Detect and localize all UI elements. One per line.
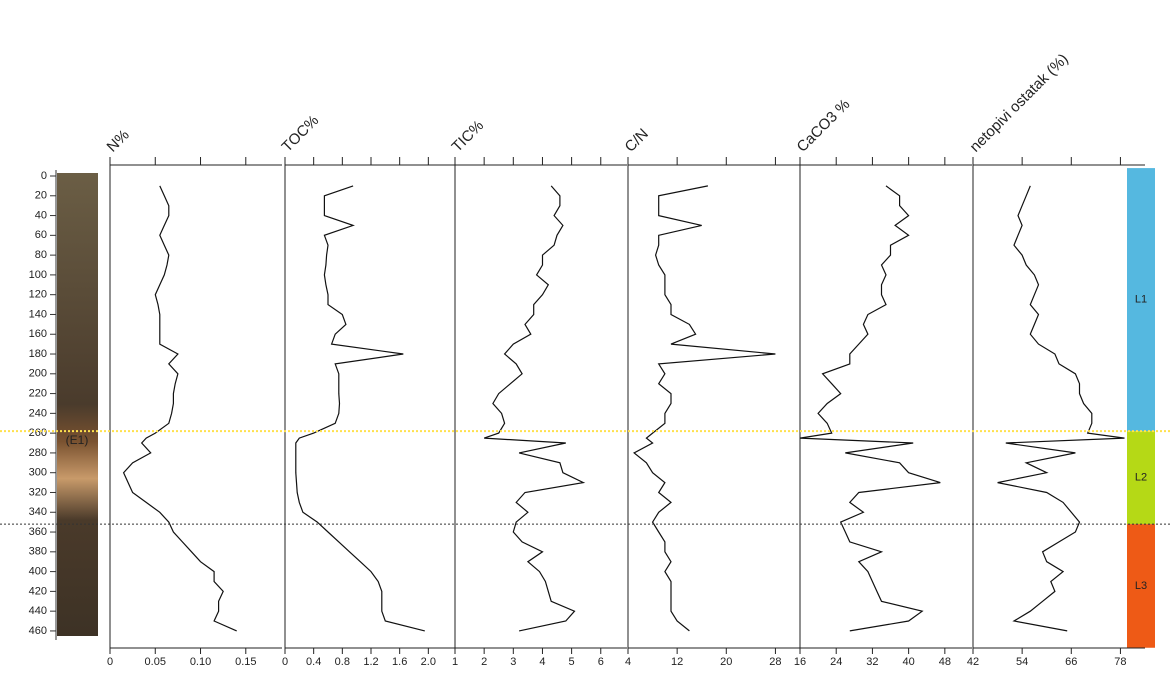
y-tick-label: 20 [35, 190, 47, 202]
y-tick-label: 140 [29, 308, 47, 320]
y-tick-label: 340 [29, 506, 47, 518]
x-tick-label: 2.0 [421, 656, 436, 668]
x-tick-label: 4 [625, 656, 631, 668]
y-tick-label: 40 [35, 209, 47, 221]
core-image [57, 173, 98, 636]
y-tick-label: 300 [29, 467, 47, 479]
x-tick-label: 1.2 [363, 656, 378, 668]
x-tick-label: 2 [481, 656, 487, 668]
y-tick-label: 80 [35, 249, 47, 261]
annotation: (E1) [66, 433, 89, 447]
zone [1127, 431, 1155, 525]
x-tick-label: 0 [107, 656, 113, 668]
x-tick-label: 0.05 [145, 656, 166, 668]
x-tick-label: 32 [866, 656, 878, 668]
y-tick-label: 360 [29, 526, 47, 538]
x-tick-label: 42 [967, 656, 979, 668]
y-tick-label: 380 [29, 546, 47, 558]
y-tick-label: 120 [29, 289, 47, 301]
x-tick-label: 28 [769, 656, 781, 668]
x-tick-label: 20 [720, 656, 732, 668]
x-tick-label: 5 [569, 656, 575, 668]
x-tick-label: 40 [903, 656, 915, 668]
y-tick-label: 200 [29, 368, 47, 380]
x-tick-label: 0 [282, 656, 288, 668]
y-tick-label: 240 [29, 407, 47, 419]
y-tick-label: 220 [29, 387, 47, 399]
x-tick-label: 16 [794, 656, 806, 668]
x-tick-label: 24 [830, 656, 842, 668]
y-tick-label: 0 [41, 170, 47, 182]
x-tick-label: 0.10 [190, 656, 211, 668]
y-tick-label: 60 [35, 229, 47, 241]
panel-title: N% [104, 127, 133, 156]
zone-label: L2 [1135, 472, 1147, 484]
x-tick-label: 0.15 [235, 656, 256, 668]
profile-line [295, 185, 425, 632]
x-tick-label: 48 [939, 656, 951, 668]
y-tick-label: 420 [29, 585, 47, 597]
y-tick-label: 460 [29, 625, 47, 637]
x-tick-label: 6 [598, 656, 604, 668]
y-tick-label: 260 [29, 427, 47, 439]
y-tick-label: 180 [29, 348, 47, 360]
x-tick-label: 78 [1114, 656, 1126, 668]
zone-label: L3 [1135, 580, 1147, 592]
x-tick-label: 0.8 [335, 656, 350, 668]
panel-title: CaCO3 % [794, 96, 854, 156]
profile-line [997, 185, 1125, 632]
profile-line [633, 185, 776, 632]
profile-line [799, 185, 941, 632]
x-tick-label: 54 [1016, 656, 1028, 668]
zone [1127, 168, 1155, 432]
y-tick-label: 440 [29, 605, 47, 617]
x-tick-label: 1.6 [392, 656, 407, 668]
y-tick-label: 160 [29, 328, 47, 340]
y-tick-label: 400 [29, 566, 47, 578]
panel-title: C/N [622, 125, 652, 155]
profile-line [122, 185, 237, 632]
panel-title: TOC% [279, 112, 323, 156]
x-tick-label: 4 [539, 656, 545, 668]
x-tick-label: 1 [452, 656, 458, 668]
x-tick-label: 0.4 [306, 656, 321, 668]
x-tick-label: 66 [1065, 656, 1077, 668]
profile-line [484, 185, 586, 632]
zone [1127, 524, 1155, 648]
x-tick-label: 12 [671, 656, 683, 668]
y-tick-label: 320 [29, 486, 47, 498]
x-tick-label: 3 [510, 656, 516, 668]
panel-title: TIC% [449, 117, 488, 156]
panel-title: netopivi ostatak (%) [967, 50, 1072, 155]
y-tick-label: 280 [29, 447, 47, 459]
y-tick-label: 100 [29, 269, 47, 281]
zone-label: L1 [1135, 294, 1147, 306]
